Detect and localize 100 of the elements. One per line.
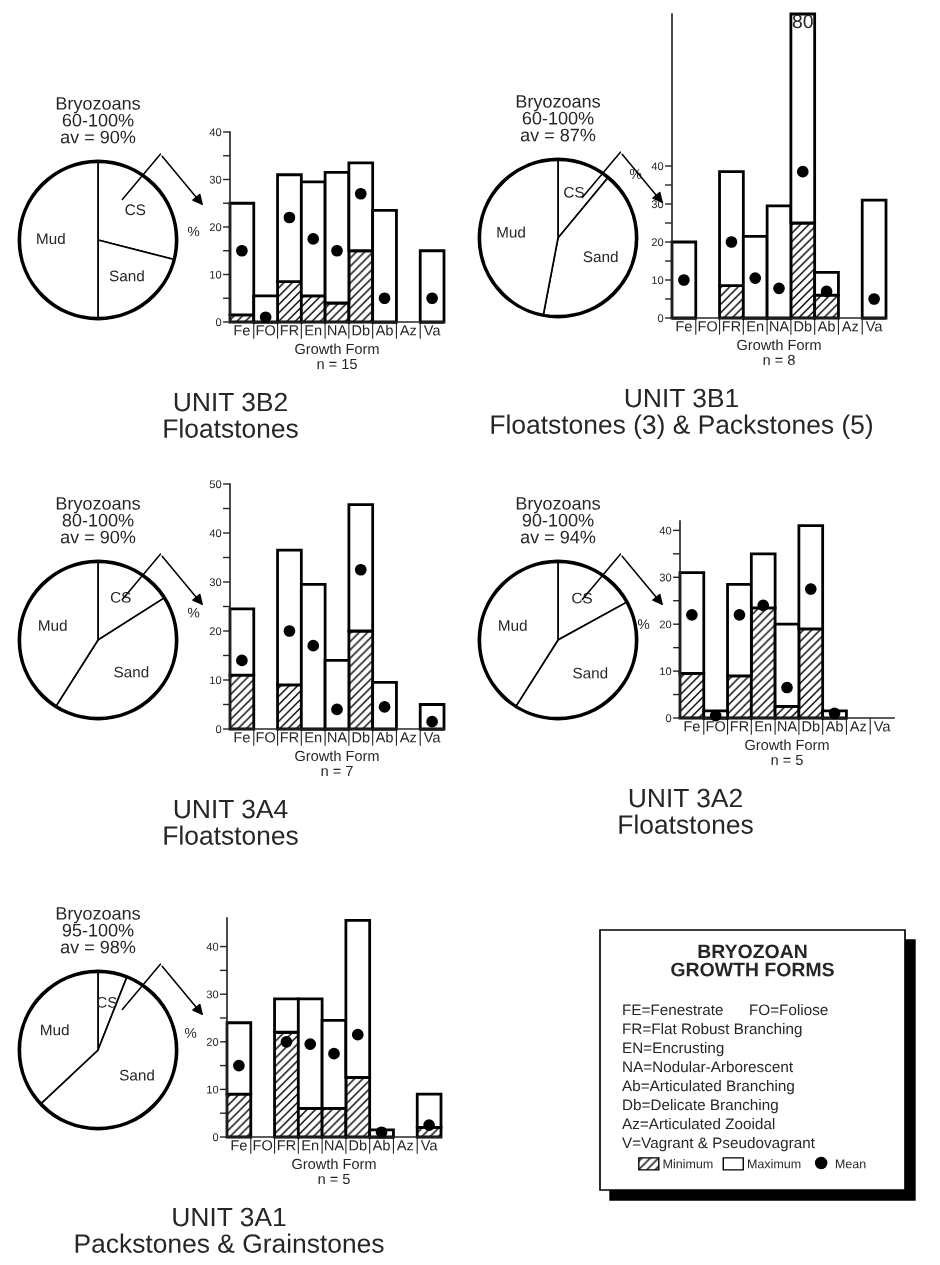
y-tick-label: 30: [209, 578, 222, 587]
slice-label: CS: [564, 186, 584, 198]
x-tick-label: FO: [253, 1140, 273, 1151]
x-tick-label: FR: [277, 1140, 296, 1151]
slice-label: Sand: [109, 270, 144, 282]
x-tick-label: Va: [873, 721, 891, 732]
text: UNIT 3B2 Floatstones: [164, 392, 298, 438]
slice-label: Mud: [39, 619, 67, 631]
slice-label: Mud: [497, 226, 525, 238]
x-axis-title: Growth Form: [292, 1158, 376, 1170]
y-axis-title: %: [187, 226, 200, 237]
y-tick-label: 20: [659, 620, 672, 629]
slice-label: Sand: [573, 667, 608, 679]
text: NA=Nodular-Arborescent: [623, 1061, 793, 1073]
x-tick-label: En: [305, 325, 322, 336]
y-tick-label: 30: [659, 573, 672, 582]
slice-label: CS: [125, 204, 146, 216]
y-tick-label: 10: [652, 276, 664, 285]
x-tick-label: Ab: [372, 1139, 390, 1151]
slice-label: Mud: [37, 232, 65, 245]
y-tick-label: 50: [209, 480, 222, 489]
y-tick-label: 20: [651, 238, 664, 247]
x-tick-label: FR: [280, 325, 299, 336]
x-tick-label: FO: [698, 321, 718, 332]
chart-title: Bryozoans 80-100% av = 90%: [56, 497, 140, 544]
x-tick-label: FO: [256, 732, 276, 743]
text: FR=Flat Robust Branching: [623, 1023, 802, 1038]
x-tick-label: Az: [399, 732, 417, 743]
chart-title: Bryozoans 90-100% av = 94%: [516, 497, 600, 544]
y-tick-label: 30: [206, 990, 219, 999]
x-tick-label: Ab: [375, 731, 393, 743]
text: n = 15: [317, 358, 357, 370]
x-axis-title: Growth Form: [295, 343, 379, 355]
y-tick-label: 0: [657, 314, 664, 323]
slice-label: CS: [572, 592, 592, 604]
y-tick-label: 0: [665, 714, 672, 723]
x-tick-label: NA: [325, 1140, 345, 1151]
text: EN=Encrusting: [623, 1042, 724, 1057]
x-tick-label: NA: [328, 325, 348, 336]
text: FE=Fenestrate FO=Foliose: [623, 1004, 828, 1016]
x-axis-title: Growth Form: [295, 750, 379, 762]
x-tick-label: FR: [280, 732, 299, 743]
text: UNIT 3B1 Floatstones (3) & Packstones (5): [491, 388, 873, 440]
slice-label: Mud: [499, 619, 527, 631]
x-tick-label: Va: [423, 325, 441, 336]
text: BRYOZOAN GROWTH FORMS: [671, 944, 834, 977]
x-tick-label: NA: [328, 732, 348, 743]
y-tick-label: 0: [212, 1133, 219, 1142]
x-tick-label: FR: [730, 721, 749, 732]
y-tick-label: 0: [215, 725, 222, 734]
x-tick-label: NA: [778, 721, 798, 732]
x-axis-title: Growth Form: [737, 339, 821, 351]
x-tick-label: En: [302, 1140, 319, 1151]
x-tick-label: Az: [849, 721, 867, 732]
text: V=Vagrant & Pseudovagrant: [622, 1137, 815, 1152]
x-tick-label: NA: [770, 321, 790, 332]
x-tick-label: Db: [794, 320, 812, 332]
y-tick-label: 10: [210, 676, 222, 685]
x-tick-label: Db: [352, 731, 370, 743]
y-tick-label: 10: [207, 1085, 219, 1094]
text: n = 8: [763, 354, 795, 366]
y-tick-label: 40: [206, 942, 219, 951]
text: UNIT 3A1 Packstones & Grainstones: [75, 1207, 384, 1253]
y-axis-title: %: [637, 619, 650, 630]
text: Ab=Articulated Branching: [622, 1080, 794, 1095]
y-axis-title: %: [187, 607, 200, 618]
x-tick-label: Va: [423, 732, 441, 743]
legend-label: Minimum: [663, 1159, 713, 1169]
y-tick-label: 40: [209, 128, 222, 137]
slice-label: CS: [110, 591, 131, 603]
x-tick-label: Va: [420, 1140, 438, 1151]
x-tick-label: Az: [841, 321, 859, 332]
y-tick-label: 10: [660, 667, 672, 676]
text: Db=Delicate Branching: [623, 1099, 778, 1114]
x-tick-label: En: [755, 721, 772, 732]
x-tick-label: Az: [399, 325, 417, 336]
x-tick-label: Ab: [825, 720, 843, 732]
text: n = 5: [318, 1173, 350, 1185]
x-tick-label: FO: [706, 721, 726, 732]
y-tick-label: 10: [210, 270, 222, 279]
x-tick-label: Va: [865, 321, 883, 332]
x-tick-label: FR: [722, 321, 741, 332]
text: n = 7: [321, 765, 353, 776]
y-tick-label: 40: [659, 526, 672, 535]
x-tick-label: Db: [352, 324, 370, 336]
x-tick-label: Fe: [676, 321, 692, 332]
text: n = 5: [771, 754, 803, 766]
total-label: 80: [792, 14, 813, 29]
slice-label: Sand: [114, 666, 149, 678]
x-axis-title: Growth Form: [745, 739, 829, 751]
x-tick-label: Az: [396, 1140, 414, 1151]
x-tick-label: Ab: [375, 324, 393, 336]
text: Az=Articulated Zooidal: [622, 1118, 775, 1130]
chart-title: Bryozoans 95-100% av = 98%: [56, 907, 140, 954]
y-tick-label: 20: [206, 1038, 219, 1046]
y-tick-label: 20: [209, 627, 222, 636]
y-tick-label: 20: [209, 223, 222, 232]
x-tick-label: Db: [349, 1139, 367, 1151]
y-tick-label: 40: [209, 529, 222, 538]
slice-label: Mud: [41, 1024, 69, 1036]
